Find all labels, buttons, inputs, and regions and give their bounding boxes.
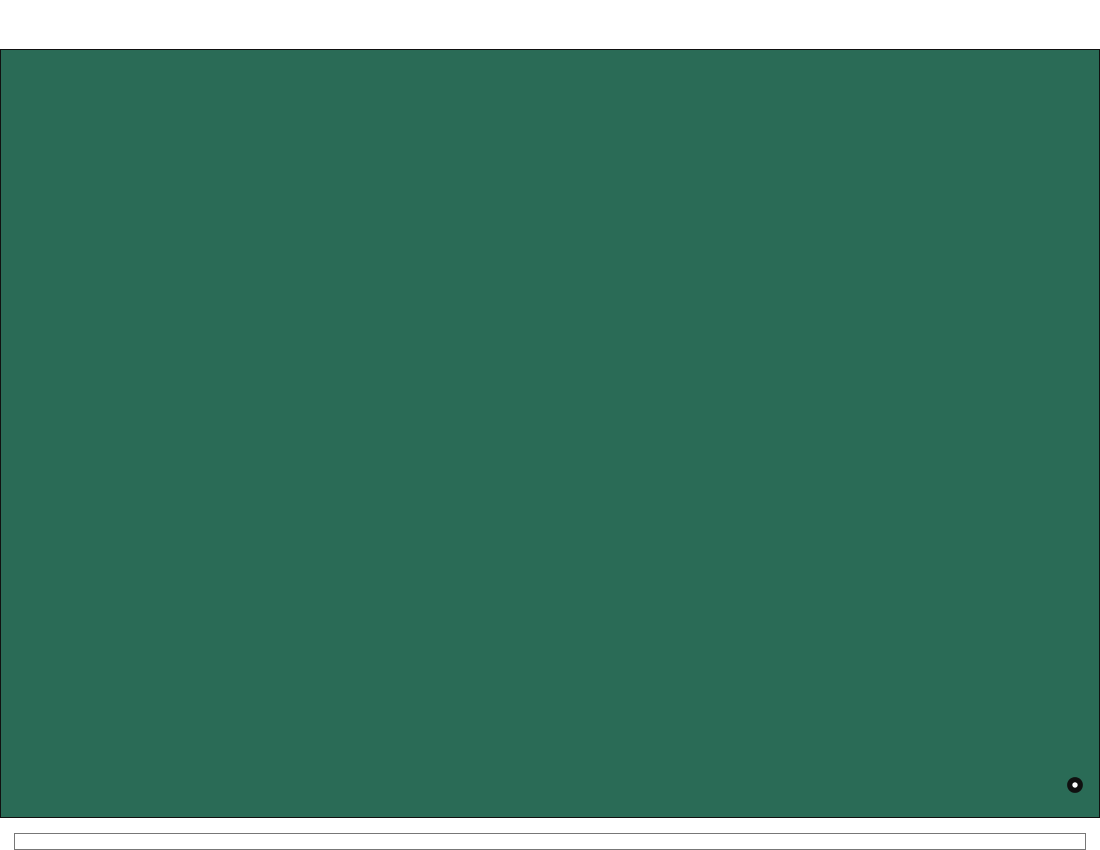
colorbar [0, 818, 1100, 850]
pivotal-weather-logo [1061, 765, 1089, 795]
gear-sun-icon [1060, 770, 1090, 800]
colorbar-gradient [14, 833, 1086, 850]
weather-map[interactable] [0, 49, 1100, 818]
humidity-field-canvas [1, 50, 1099, 817]
colorbar-tick-labels [0, 818, 1100, 834]
map-header [0, 0, 1100, 49]
wind-barb-overlay [1, 50, 1100, 818]
